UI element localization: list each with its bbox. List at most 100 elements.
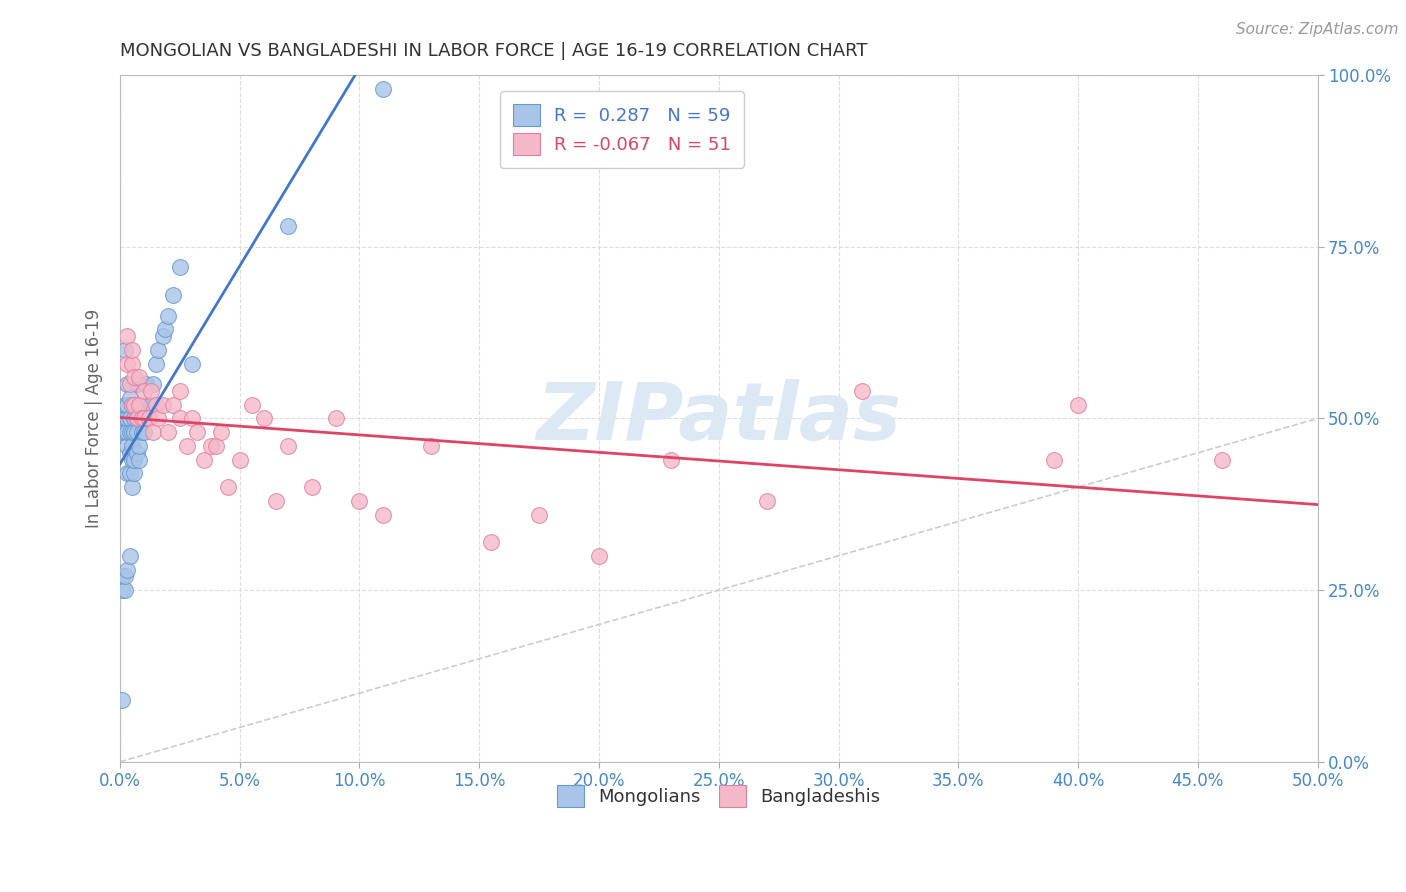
Point <box>128 411 150 425</box>
Point <box>121 357 143 371</box>
Point <box>145 357 167 371</box>
Point <box>138 411 160 425</box>
Point <box>162 288 184 302</box>
Point <box>115 357 138 371</box>
Point <box>115 377 138 392</box>
Point <box>162 398 184 412</box>
Point <box>115 439 138 453</box>
Point <box>156 425 179 440</box>
Point <box>128 439 150 453</box>
Point <box>349 494 371 508</box>
Point <box>121 398 143 412</box>
Point <box>118 549 141 563</box>
Point <box>156 309 179 323</box>
Point <box>114 425 136 440</box>
Point <box>114 569 136 583</box>
Point <box>1067 398 1090 412</box>
Point <box>118 391 141 405</box>
Point <box>114 398 136 412</box>
Point <box>115 425 138 440</box>
Point <box>139 384 162 398</box>
Point <box>132 425 155 440</box>
Point <box>755 494 778 508</box>
Point <box>118 411 141 425</box>
Point <box>527 508 550 522</box>
Point <box>125 377 148 392</box>
Point <box>124 467 146 481</box>
Point <box>152 329 174 343</box>
Point <box>118 467 141 481</box>
Point <box>217 480 239 494</box>
Point <box>155 322 177 336</box>
Point <box>111 583 134 598</box>
Point <box>128 398 150 412</box>
Y-axis label: In Labor Force | Age 16-19: In Labor Force | Age 16-19 <box>86 309 103 528</box>
Point <box>132 411 155 425</box>
Point <box>121 343 143 357</box>
Point <box>125 411 148 425</box>
Point <box>186 425 208 440</box>
Point <box>131 425 153 440</box>
Point <box>176 439 198 453</box>
Point <box>148 411 170 425</box>
Point <box>111 569 134 583</box>
Point <box>124 370 146 384</box>
Point <box>114 583 136 598</box>
Point <box>111 693 134 707</box>
Point <box>115 467 138 481</box>
Point <box>373 82 395 96</box>
Point <box>180 357 202 371</box>
Point <box>124 425 146 440</box>
Point <box>118 446 141 460</box>
Point <box>142 377 165 392</box>
Point <box>125 425 148 440</box>
Point <box>301 480 323 494</box>
Text: ZIPatlas: ZIPatlas <box>536 379 901 458</box>
Point <box>115 398 138 412</box>
Point <box>121 425 143 440</box>
Point <box>152 398 174 412</box>
Point <box>145 398 167 412</box>
Point <box>132 377 155 392</box>
Point <box>479 535 502 549</box>
Point <box>588 549 610 563</box>
Point <box>264 494 287 508</box>
Point <box>125 411 148 425</box>
Point <box>142 425 165 440</box>
Point <box>125 446 148 460</box>
Point <box>200 439 222 453</box>
Point <box>121 480 143 494</box>
Point <box>373 508 395 522</box>
Point <box>204 439 226 453</box>
Point <box>121 398 143 412</box>
Point <box>209 425 232 440</box>
Point <box>169 260 191 275</box>
Point <box>277 219 299 234</box>
Point <box>115 329 138 343</box>
Point <box>132 384 155 398</box>
Point <box>131 411 153 425</box>
Point <box>420 439 443 453</box>
Point <box>124 398 146 412</box>
Point <box>121 439 143 453</box>
Point <box>115 411 138 425</box>
Text: MONGOLIAN VS BANGLADESHI IN LABOR FORCE | AGE 16-19 CORRELATION CHART: MONGOLIAN VS BANGLADESHI IN LABOR FORCE … <box>120 42 868 60</box>
Point <box>138 411 160 425</box>
Legend: Mongolians, Bangladeshis: Mongolians, Bangladeshis <box>550 778 887 814</box>
Point <box>128 370 150 384</box>
Point <box>121 452 143 467</box>
Point <box>124 411 146 425</box>
Point <box>115 562 138 576</box>
Point <box>118 377 141 392</box>
Point <box>180 411 202 425</box>
Point <box>111 411 134 425</box>
Point <box>114 343 136 357</box>
Point <box>229 452 252 467</box>
Point <box>118 425 141 440</box>
Point <box>659 452 682 467</box>
Point <box>148 343 170 357</box>
Point <box>124 452 146 467</box>
Point <box>135 411 157 425</box>
Point <box>131 398 153 412</box>
Point <box>325 411 347 425</box>
